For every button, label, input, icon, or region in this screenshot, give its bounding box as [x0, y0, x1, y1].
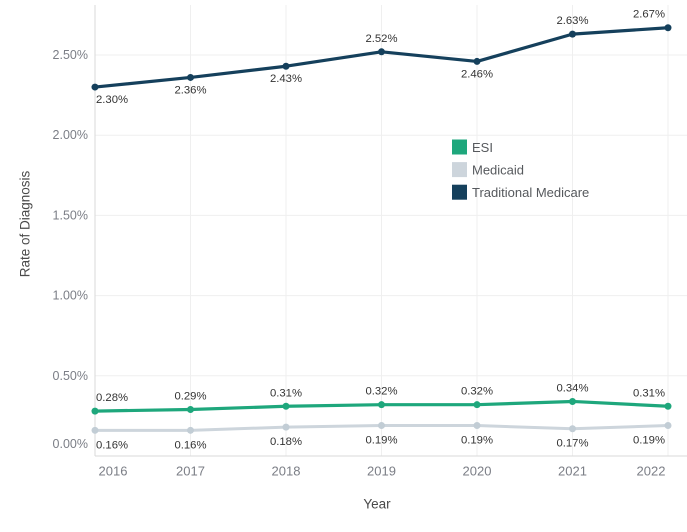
y-tick-label: 2.50% — [53, 48, 88, 62]
y-tick-label: 1.50% — [53, 208, 88, 222]
data-point-medicaid[interactable] — [473, 422, 481, 430]
data-point-traditional-medicare[interactable] — [378, 48, 385, 56]
legend-label-medicaid: Medicaid — [472, 163, 524, 178]
data-point-label-traditional-medicare: 2.63% — [556, 15, 588, 27]
data-point-esi[interactable] — [664, 402, 672, 410]
data-point-medicaid[interactable] — [569, 425, 576, 433]
data-point-esi[interactable] — [378, 401, 385, 409]
x-tick-label: 2020 — [463, 464, 492, 479]
x-tick-label: 2017 — [176, 464, 205, 479]
legend-item-esi[interactable]: ESI — [452, 139, 493, 156]
data-point-esi[interactable] — [473, 401, 481, 409]
data-point-label-traditional-medicare: 2.43% — [270, 73, 302, 85]
x-tick-label: 2016 — [99, 464, 128, 479]
legend-label-esi: ESI — [472, 140, 493, 155]
legend-item-medicaid[interactable]: Medicaid — [452, 162, 524, 178]
x-axis-title: Year — [363, 497, 391, 512]
legend-item-traditional-medicare[interactable]: Traditional Medicare — [452, 184, 589, 201]
y-tick-label: 0.00% — [53, 437, 88, 451]
data-point-label-traditional-medicare: 2.36% — [174, 84, 206, 96]
data-point-medicaid[interactable] — [91, 426, 99, 434]
y-axis-title: Rate of Diagnosis — [18, 170, 33, 277]
x-tick-label: 2019 — [367, 464, 396, 479]
x-tick-label: 2018 — [272, 464, 301, 479]
data-point-medicaid[interactable] — [282, 423, 290, 431]
data-point-label-esi: 0.31% — [633, 387, 665, 399]
data-point-esi[interactable] — [569, 397, 576, 405]
data-point-traditional-medicare[interactable] — [473, 57, 481, 65]
legend-swatch-esi — [452, 139, 467, 155]
y-tick-label: 2.00% — [53, 128, 88, 142]
data-point-label-traditional-medicare: 2.52% — [365, 33, 397, 45]
data-point-traditional-medicare[interactable] — [569, 30, 576, 38]
data-point-traditional-medicare[interactable] — [91, 83, 99, 91]
y-tick-label: 0.50% — [53, 369, 88, 383]
data-point-label-medicaid: 0.19% — [365, 435, 397, 447]
data-point-label-esi: 0.32% — [365, 386, 397, 398]
data-point-label-esi: 0.32% — [461, 386, 493, 398]
x-tick-label: 2022 — [637, 464, 666, 479]
data-point-medicaid[interactable] — [378, 422, 385, 430]
data-point-label-medicaid: 0.19% — [633, 435, 665, 447]
data-point-label-traditional-medicare: 2.67% — [633, 9, 665, 21]
data-point-esi[interactable] — [282, 402, 290, 410]
y-tick-label: 1.00% — [53, 289, 88, 303]
data-point-label-medicaid: 0.18% — [270, 436, 302, 448]
data-point-label-medicaid: 0.16% — [174, 439, 206, 451]
data-point-label-medicaid: 0.16% — [96, 439, 128, 451]
data-point-label-medicaid: 0.17% — [556, 438, 588, 450]
data-point-traditional-medicare[interactable] — [187, 73, 194, 81]
data-point-label-esi: 0.31% — [270, 387, 302, 399]
data-point-esi[interactable] — [187, 405, 194, 413]
legend-swatch-medicaid — [452, 162, 467, 178]
data-point-medicaid[interactable] — [664, 422, 672, 430]
data-point-label-esi: 0.29% — [174, 390, 206, 402]
legend: ESI Medicaid Traditional Medicare — [452, 139, 589, 201]
data-point-esi[interactable] — [91, 407, 99, 415]
data-point-label-medicaid: 0.19% — [461, 435, 493, 447]
data-point-label-esi: 0.34% — [556, 382, 588, 394]
data-point-traditional-medicare[interactable] — [664, 24, 672, 32]
x-tick-label: 2021 — [558, 464, 587, 479]
legend-label-traditional-medicare: Traditional Medicare — [472, 185, 589, 200]
data-point-label-traditional-medicare: 2.46% — [461, 68, 493, 80]
data-point-medicaid[interactable] — [187, 426, 194, 434]
legend-swatch-traditional-medicare — [452, 184, 467, 200]
data-point-traditional-medicare[interactable] — [282, 62, 290, 70]
data-point-label-esi: 0.28% — [96, 392, 128, 404]
data-point-label-traditional-medicare: 2.30% — [96, 94, 128, 106]
